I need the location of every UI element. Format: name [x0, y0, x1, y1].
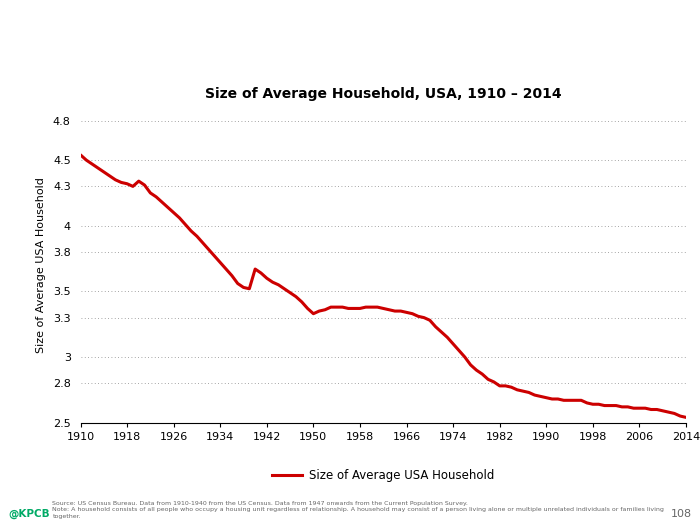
- Text: Source: US Census Bureau. Data from 1910-1940 from the US Census. Data from 1947: Source: US Census Bureau. Data from 1910…: [52, 501, 664, 519]
- Y-axis label: Size of Average USA Household: Size of Average USA Household: [36, 177, 46, 353]
- Title: Size of Average Household, USA, 1910 – 2014: Size of Average Household, USA, 1910 – 2…: [205, 87, 561, 101]
- Text: Household Sizes Declining =
@ 2.5 People vs. 3+ Fifty Years Ago, 4+ a Century Ag: Household Sizes Declining = @ 2.5 People…: [10, 19, 543, 59]
- Legend: Size of Average USA Household: Size of Average USA Household: [267, 465, 499, 487]
- Text: 108: 108: [671, 509, 692, 519]
- Text: @KPCB: @KPCB: [8, 508, 50, 519]
